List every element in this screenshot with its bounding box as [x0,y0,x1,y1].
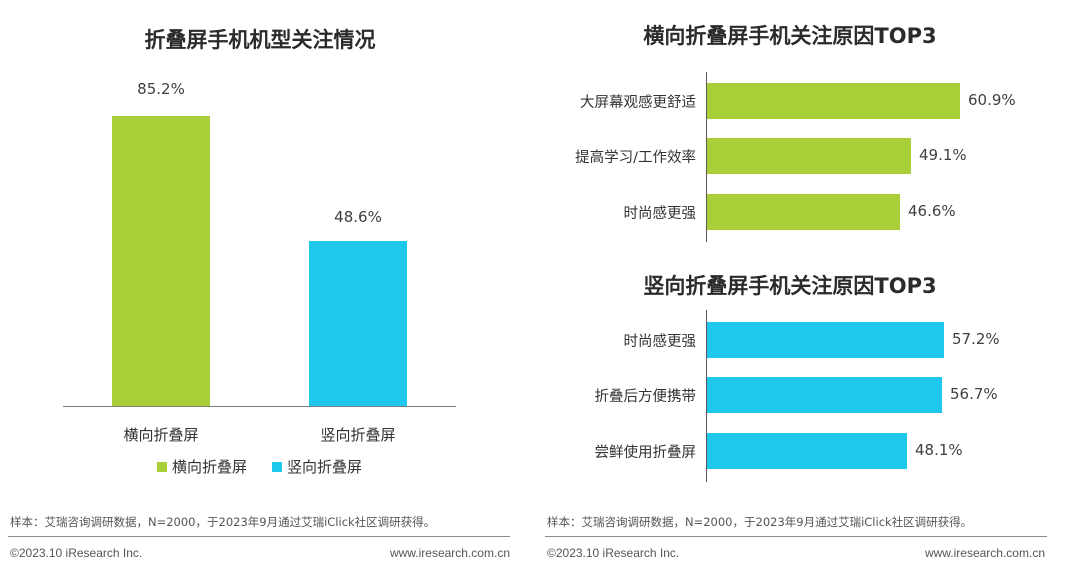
bottom-right-y-axis [706,310,707,482]
bar-label-vertical: 48.6% [334,208,382,226]
right-sample-note: 样本：艾瑞咨询调研数据，N=2000，于2023年9月通过艾瑞iClick社区调… [547,515,973,529]
right-website: www.iresearch.com.cn [924,546,1045,560]
top-bar-1-value: 60.9% [968,91,1016,109]
left-sample-note: 样本：艾瑞咨询调研数据，N=2000，于2023年9月通过艾瑞iClick社区调… [10,515,436,529]
bottom-cat-2: 折叠后方便携带 [594,389,697,405]
legend-swatch-horizontal [157,462,167,472]
left-copyright: ©2023.10 iResearch Inc. [10,546,143,560]
left-chart-title: 折叠屏手机机型关注情况 [144,28,376,52]
bottom-right-chart-title: 竖向折叠屏手机关注原因TOP3 [643,274,937,298]
top-bar-3 [707,194,900,230]
bar-vertical-fold [309,241,407,406]
bottom-bar-1 [707,322,944,358]
right-copyright: ©2023.10 iResearch Inc. [547,546,680,560]
bottom-bar-2-value: 56.7% [950,385,998,403]
bottom-bar-1-value: 57.2% [952,330,1000,348]
left-website: www.iresearch.com.cn [389,546,510,560]
right-footer-rule [545,536,1047,537]
bar-label-horizontal: 85.2% [137,80,185,98]
bottom-bar-2 [707,377,942,413]
top-right-y-axis [706,72,707,242]
bottom-bar-3-value: 48.1% [915,441,963,459]
legend-label-horizontal: 横向折叠屏 [172,458,248,476]
bottom-cat-3: 尝鲜使用折叠屏 [594,445,697,461]
top-cat-2: 提高学习/工作效率 [575,150,696,166]
legend-swatch-vertical [272,462,282,472]
top-bar-3-value: 46.6% [908,202,956,220]
x-tick-vertical: 竖向折叠屏 [320,426,396,444]
top-right-chart-title: 横向折叠屏手机关注原因TOP3 [643,24,937,48]
left-x-axis [63,406,456,407]
x-tick-horizontal: 横向折叠屏 [123,426,199,444]
top-cat-1: 大屏幕观感更舒适 [580,95,696,111]
bottom-cat-1: 时尚感更强 [623,334,697,350]
bar-horizontal-fold [112,116,210,406]
top-bar-2 [707,138,911,174]
left-footer-rule [8,536,510,537]
top-bar-2-value: 49.1% [919,146,967,164]
top-bar-1 [707,83,960,119]
bottom-bar-3 [707,433,907,469]
top-cat-3: 时尚感更强 [623,206,697,222]
legend-label-vertical: 竖向折叠屏 [287,458,363,476]
